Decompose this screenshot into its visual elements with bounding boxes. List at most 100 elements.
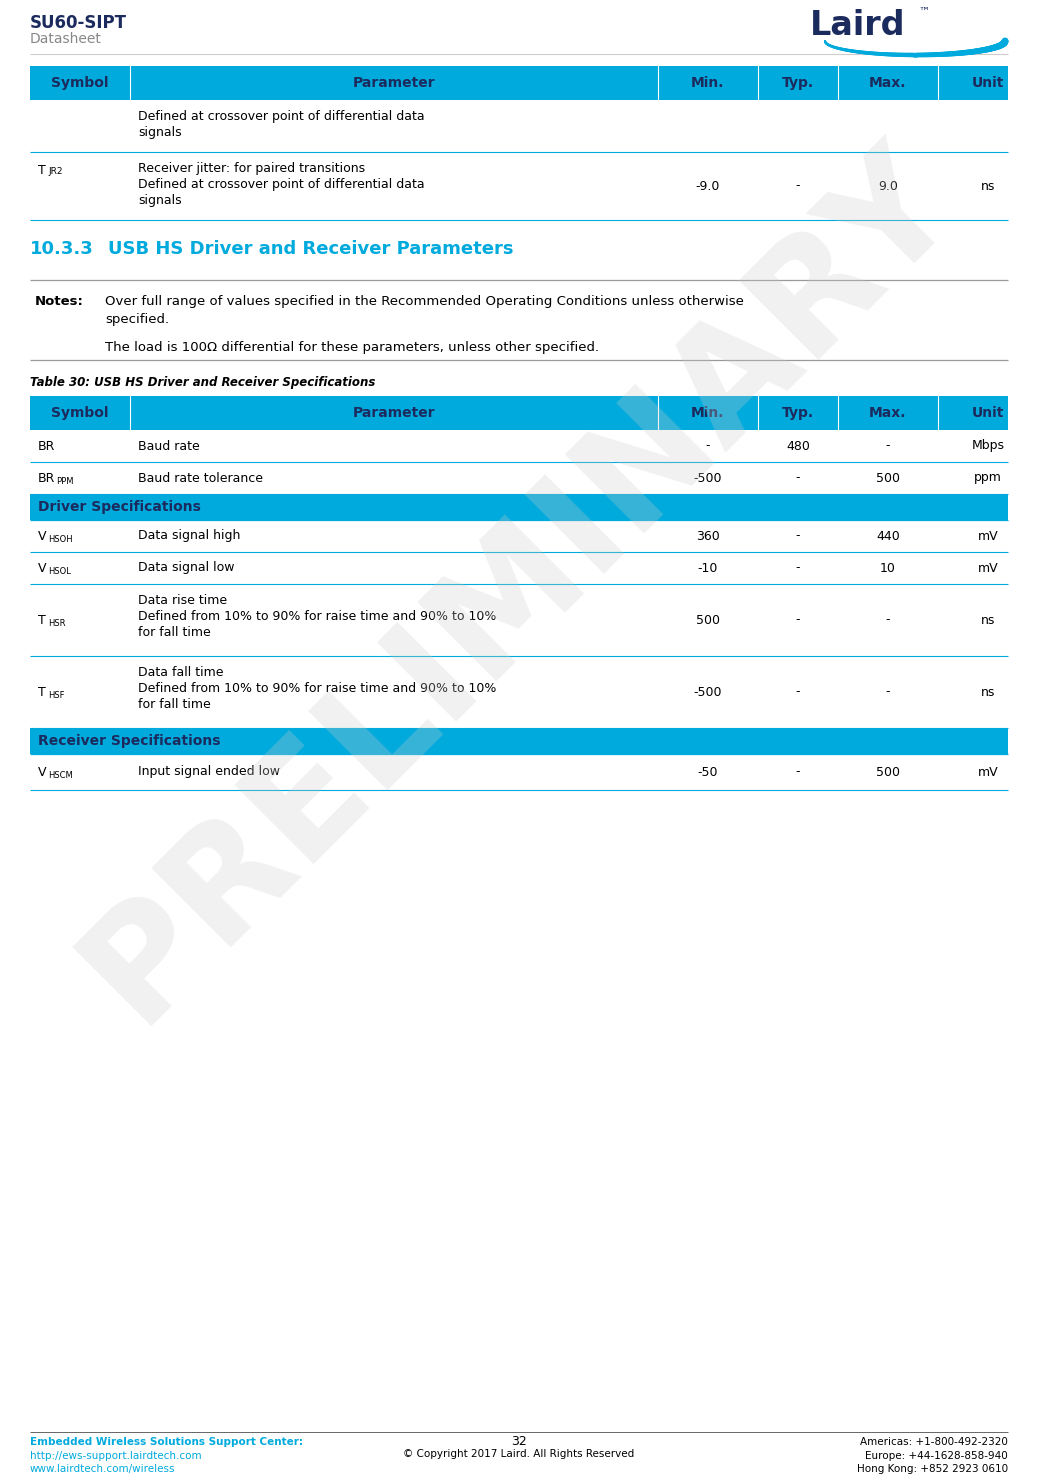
Text: 440: 440: [876, 530, 900, 543]
Text: Data fall time: Data fall time: [138, 666, 223, 680]
Text: -: -: [796, 613, 800, 626]
Text: BR: BR: [38, 472, 55, 484]
Text: 480: 480: [786, 439, 810, 453]
Text: Mbps: Mbps: [972, 439, 1005, 453]
Text: Over full range of values specified in the Recommended Operating Conditions unle: Over full range of values specified in t…: [105, 295, 744, 309]
Text: -: -: [885, 686, 891, 699]
Text: HSOH: HSOH: [48, 534, 73, 543]
Text: HSF: HSF: [48, 690, 64, 699]
Text: Defined at crossover point of differential data: Defined at crossover point of differenti…: [138, 178, 425, 191]
Text: 500: 500: [876, 472, 900, 484]
Text: -9.0: -9.0: [695, 180, 720, 193]
Text: SU60-SIPT: SU60-SIPT: [30, 13, 127, 33]
Text: Max.: Max.: [869, 76, 907, 91]
Text: 32: 32: [511, 1435, 527, 1448]
Text: -: -: [796, 686, 800, 699]
Text: ns: ns: [981, 180, 995, 193]
Text: T: T: [38, 613, 46, 626]
Text: The load is 100Ω differential for these parameters, unless other specified.: The load is 100Ω differential for these …: [105, 341, 599, 355]
Text: Laird: Laird: [810, 9, 905, 42]
Text: Americas: +1-800-492-2320: Americas: +1-800-492-2320: [861, 1437, 1008, 1447]
Text: Symbol: Symbol: [51, 76, 109, 91]
Bar: [30, 494, 1008, 519]
Text: Defined at crossover point of differential data: Defined at crossover point of differenti…: [138, 110, 425, 123]
Text: Min.: Min.: [691, 76, 725, 91]
Text: © Copyright 2017 Laird. All Rights Reserved: © Copyright 2017 Laird. All Rights Reser…: [404, 1448, 634, 1459]
Text: Europe: +44-1628-858-940: Europe: +44-1628-858-940: [866, 1451, 1008, 1462]
Text: Unit: Unit: [972, 76, 1004, 91]
Text: ppm: ppm: [974, 472, 1002, 484]
Text: Input signal ended low: Input signal ended low: [138, 766, 280, 779]
Text: 10: 10: [880, 561, 896, 574]
Text: -50: -50: [698, 766, 718, 779]
Text: Baud rate: Baud rate: [138, 439, 199, 453]
Text: for fall time: for fall time: [138, 697, 211, 711]
Text: signals: signals: [138, 126, 182, 139]
Text: V: V: [38, 561, 47, 574]
Text: V: V: [38, 530, 47, 543]
Text: Min.: Min.: [691, 407, 725, 420]
Text: 500: 500: [876, 766, 900, 779]
Text: www.lairdtech.com/wireless: www.lairdtech.com/wireless: [30, 1465, 175, 1474]
Text: -: -: [796, 472, 800, 484]
Text: HSCM: HSCM: [48, 770, 73, 779]
Text: 500: 500: [696, 613, 720, 626]
Text: -: -: [885, 439, 891, 453]
Bar: [30, 430, 1008, 462]
Text: -500: -500: [693, 472, 722, 484]
Bar: [30, 65, 1008, 99]
Bar: [30, 99, 1008, 151]
Text: Embedded Wireless Solutions Support Center:: Embedded Wireless Solutions Support Cent…: [30, 1437, 303, 1447]
Bar: [30, 656, 1008, 729]
Text: Hong Kong: +852 2923 0610: Hong Kong: +852 2923 0610: [857, 1465, 1008, 1474]
Text: for fall time: for fall time: [138, 626, 211, 640]
Text: PPM: PPM: [56, 476, 74, 485]
Bar: [30, 462, 1008, 494]
Text: Symbol: Symbol: [51, 407, 109, 420]
Text: 10.3.3: 10.3.3: [30, 240, 93, 258]
Text: mV: mV: [978, 766, 999, 779]
Text: Parameter: Parameter: [353, 407, 435, 420]
Bar: [30, 552, 1008, 585]
Text: USB HS Driver and Receiver Parameters: USB HS Driver and Receiver Parameters: [108, 240, 514, 258]
Text: Receiver jitter: for paired transitions: Receiver jitter: for paired transitions: [138, 162, 365, 175]
Text: Receiver Specifications: Receiver Specifications: [38, 735, 220, 748]
Text: mV: mV: [978, 561, 999, 574]
Text: -: -: [796, 561, 800, 574]
Text: T: T: [38, 165, 46, 177]
Text: -: -: [796, 180, 800, 193]
Text: 360: 360: [696, 530, 720, 543]
Text: Notes:: Notes:: [35, 295, 84, 309]
Text: ™: ™: [918, 7, 929, 16]
Text: T: T: [38, 686, 46, 699]
Text: Driver Specifications: Driver Specifications: [38, 500, 201, 513]
Text: Unit: Unit: [972, 407, 1004, 420]
Text: Baud rate tolerance: Baud rate tolerance: [138, 472, 263, 484]
Text: BR: BR: [38, 439, 55, 453]
Text: HSR: HSR: [48, 619, 65, 628]
Text: HSOL: HSOL: [48, 567, 71, 576]
Text: PRELIMINARY: PRELIMINARY: [55, 120, 983, 1048]
Text: Parameter: Parameter: [353, 76, 435, 91]
Text: -: -: [885, 613, 891, 626]
Bar: [30, 151, 1008, 220]
Bar: [30, 754, 1008, 789]
Text: 9.0: 9.0: [878, 180, 898, 193]
Bar: [30, 519, 1008, 552]
Text: Typ.: Typ.: [782, 76, 814, 91]
Text: Defined from 10% to 90% for raise time and 90% to 10%: Defined from 10% to 90% for raise time a…: [138, 610, 496, 623]
Text: -500: -500: [693, 686, 722, 699]
Text: V: V: [38, 766, 47, 779]
Text: Table 30: USB HS Driver and Receiver Specifications: Table 30: USB HS Driver and Receiver Spe…: [30, 375, 376, 389]
Text: signals: signals: [138, 194, 182, 206]
Text: -: -: [796, 766, 800, 779]
Text: Data signal high: Data signal high: [138, 530, 241, 543]
Text: http://ews-support.lairdtech.com: http://ews-support.lairdtech.com: [30, 1451, 201, 1462]
Text: Data signal low: Data signal low: [138, 561, 235, 574]
Text: Max.: Max.: [869, 407, 907, 420]
Text: ns: ns: [981, 613, 995, 626]
Text: -: -: [706, 439, 710, 453]
Text: specified.: specified.: [105, 313, 169, 326]
Text: Data rise time: Data rise time: [138, 594, 227, 607]
Text: Datasheet: Datasheet: [30, 33, 102, 46]
